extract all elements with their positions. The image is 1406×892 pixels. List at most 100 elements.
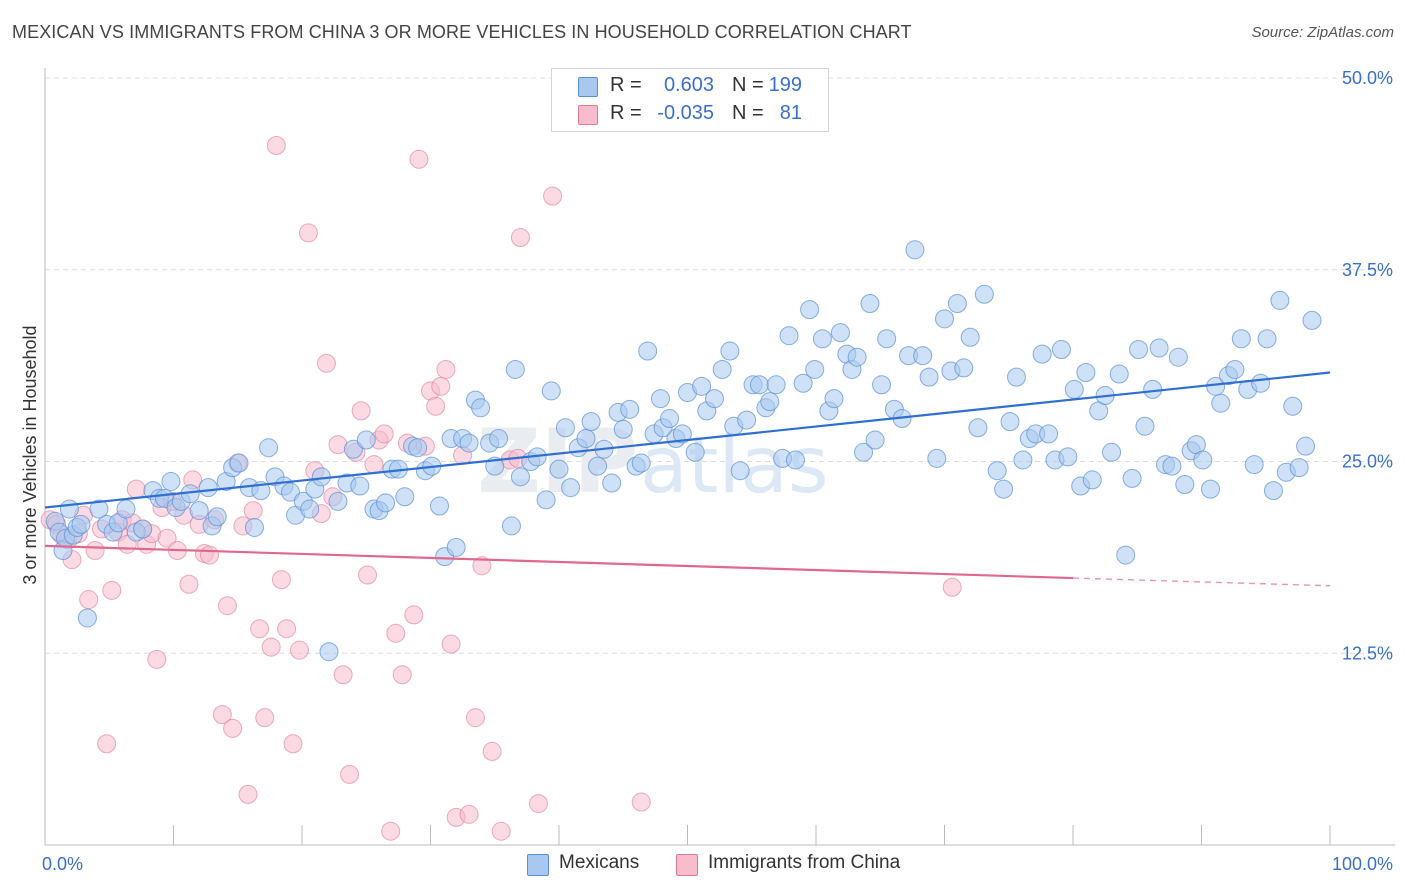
china-point (491, 821, 511, 841)
mexicans-point (1149, 338, 1169, 358)
mexicans-point (877, 329, 897, 349)
mexicans-point (1251, 373, 1271, 393)
china-series-points (40, 135, 962, 841)
mexicans-point (1109, 364, 1129, 384)
mexicans-point (913, 346, 933, 366)
mexicans-point (395, 487, 415, 507)
mexicans-point (161, 471, 181, 491)
trend-lines (44, 371, 1331, 587)
legend-n-label: N = (732, 74, 764, 96)
mexicans-point (785, 450, 805, 470)
china-point (465, 708, 485, 728)
mexicans-point (800, 300, 820, 320)
mexicans-point (376, 493, 396, 513)
mexicans-point (280, 482, 300, 502)
mexicans-point (89, 499, 109, 519)
mexicans-series-points (45, 240, 1322, 662)
tick-labels: 12.5% 25.0% 37.5% 50.0% 0.0% 100.0% (42, 68, 1393, 874)
mexicans-point (510, 467, 530, 487)
chart-source: Source: ZipAtlas.com (1251, 24, 1394, 41)
mexicans-point (356, 430, 376, 450)
mexicans-point (581, 412, 601, 432)
mexicans-point (300, 499, 320, 519)
china-trend-line (44, 544, 1074, 580)
china-point (102, 580, 122, 600)
mexicans-point (77, 608, 97, 628)
china-point (459, 804, 479, 824)
mexicans-point (830, 323, 850, 343)
china-point (340, 764, 360, 784)
axes (44, 68, 1395, 846)
mexicans-point (555, 418, 575, 438)
mexicans-point (805, 359, 825, 379)
mexicans-point (968, 418, 988, 438)
mexicans-point (730, 461, 750, 481)
china-trend-extension (1072, 577, 1331, 587)
china-point (223, 718, 243, 738)
mexicans-point (1263, 481, 1283, 501)
mexicans-point (1283, 396, 1303, 416)
mexicans-point (602, 473, 622, 493)
mexicans-point (429, 496, 449, 516)
china-point (436, 359, 456, 379)
mexicans-point (116, 499, 136, 519)
mexicans-point (576, 428, 596, 448)
mexicans-point (1058, 447, 1078, 467)
china-point (409, 149, 429, 169)
mexicans-point (1129, 340, 1149, 360)
mexicans-point (1064, 379, 1084, 399)
x-tick-label: 100.0% (1332, 854, 1393, 874)
mexicans-point (1168, 347, 1188, 367)
mexicans-point (712, 359, 732, 379)
mexicans-point (631, 453, 651, 473)
china-point (157, 528, 177, 548)
y-tick-label: 25.0% (1342, 452, 1393, 472)
mexicans-point (1302, 310, 1322, 330)
mexicans-point (1296, 436, 1316, 456)
mexicans-point (987, 461, 1007, 481)
mexicans-point (1006, 367, 1026, 387)
mexicans-point (1082, 470, 1102, 490)
china-point (97, 734, 117, 754)
mexicans-point (489, 428, 509, 448)
mexicans-point (1116, 545, 1136, 565)
mexicans-point (865, 430, 885, 450)
mexicans-point (927, 448, 947, 468)
mexicans-point (994, 479, 1014, 499)
mexicans-point (793, 373, 813, 393)
mexicans-point (651, 389, 671, 409)
x-tick-label: 0.0% (42, 854, 83, 874)
legend-swatch-mexicans (578, 77, 598, 97)
mexicans-point (207, 507, 227, 527)
mexicans-point (935, 309, 954, 329)
mexicans-point (954, 358, 974, 378)
legend-row-china: R = -0.035 N = 81 (552, 100, 828, 128)
mexicans-point (1102, 442, 1122, 462)
mexicans-point (1193, 450, 1213, 470)
china-point (179, 574, 199, 594)
legend-n-label: N = (732, 102, 764, 124)
mexicans-point (1162, 456, 1182, 476)
china-point (482, 741, 502, 761)
mexicans-point (189, 501, 209, 521)
mexicans-point (660, 409, 680, 429)
china-point (543, 186, 563, 206)
mexicans-point (1076, 363, 1096, 383)
china-point (79, 590, 99, 610)
mexicans-point (328, 491, 348, 511)
china-point (250, 619, 270, 639)
y-tick-label: 37.5% (1342, 260, 1393, 280)
mexicans-point (847, 347, 867, 367)
china-point (942, 577, 962, 597)
china-point (212, 705, 232, 725)
mexicans-point (1244, 455, 1264, 475)
china-point (351, 401, 371, 421)
mexicans-point (824, 389, 844, 409)
legend-row-mexicans: R = 0.603 N = 199 (552, 72, 828, 100)
china-point (147, 649, 167, 669)
mexicans-point (1200, 479, 1220, 499)
china-point (441, 634, 461, 654)
y-axis-label: 3 or more Vehicles in Household (20, 325, 40, 584)
china-point (316, 353, 336, 373)
